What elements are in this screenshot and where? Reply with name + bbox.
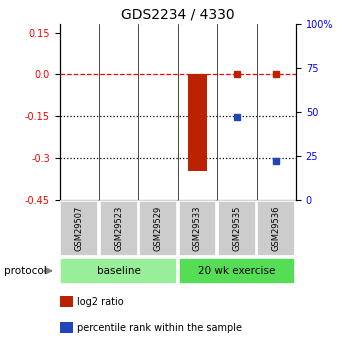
Title: GDS2234 / 4330: GDS2234 / 4330 xyxy=(121,8,235,22)
Text: GSM29523: GSM29523 xyxy=(114,206,123,251)
Text: GSM29535: GSM29535 xyxy=(232,206,242,251)
Text: GSM29507: GSM29507 xyxy=(75,206,84,251)
Text: log2 ratio: log2 ratio xyxy=(77,297,124,307)
Bar xyxy=(60,258,177,284)
Bar xyxy=(139,201,177,256)
Text: protocol: protocol xyxy=(4,266,46,276)
Bar xyxy=(60,201,98,256)
Bar xyxy=(218,201,256,256)
Bar xyxy=(257,201,295,256)
Bar xyxy=(100,201,138,256)
Bar xyxy=(178,201,217,256)
Text: GSM29529: GSM29529 xyxy=(153,206,162,251)
Text: percentile rank within the sample: percentile rank within the sample xyxy=(77,323,242,333)
Text: baseline: baseline xyxy=(97,266,141,276)
Bar xyxy=(60,322,73,333)
Bar xyxy=(178,258,295,284)
Text: GSM29536: GSM29536 xyxy=(272,206,281,251)
Bar xyxy=(60,296,73,307)
Text: 20 wk exercise: 20 wk exercise xyxy=(198,266,275,276)
Text: GSM29533: GSM29533 xyxy=(193,206,202,251)
Bar xyxy=(188,75,207,171)
